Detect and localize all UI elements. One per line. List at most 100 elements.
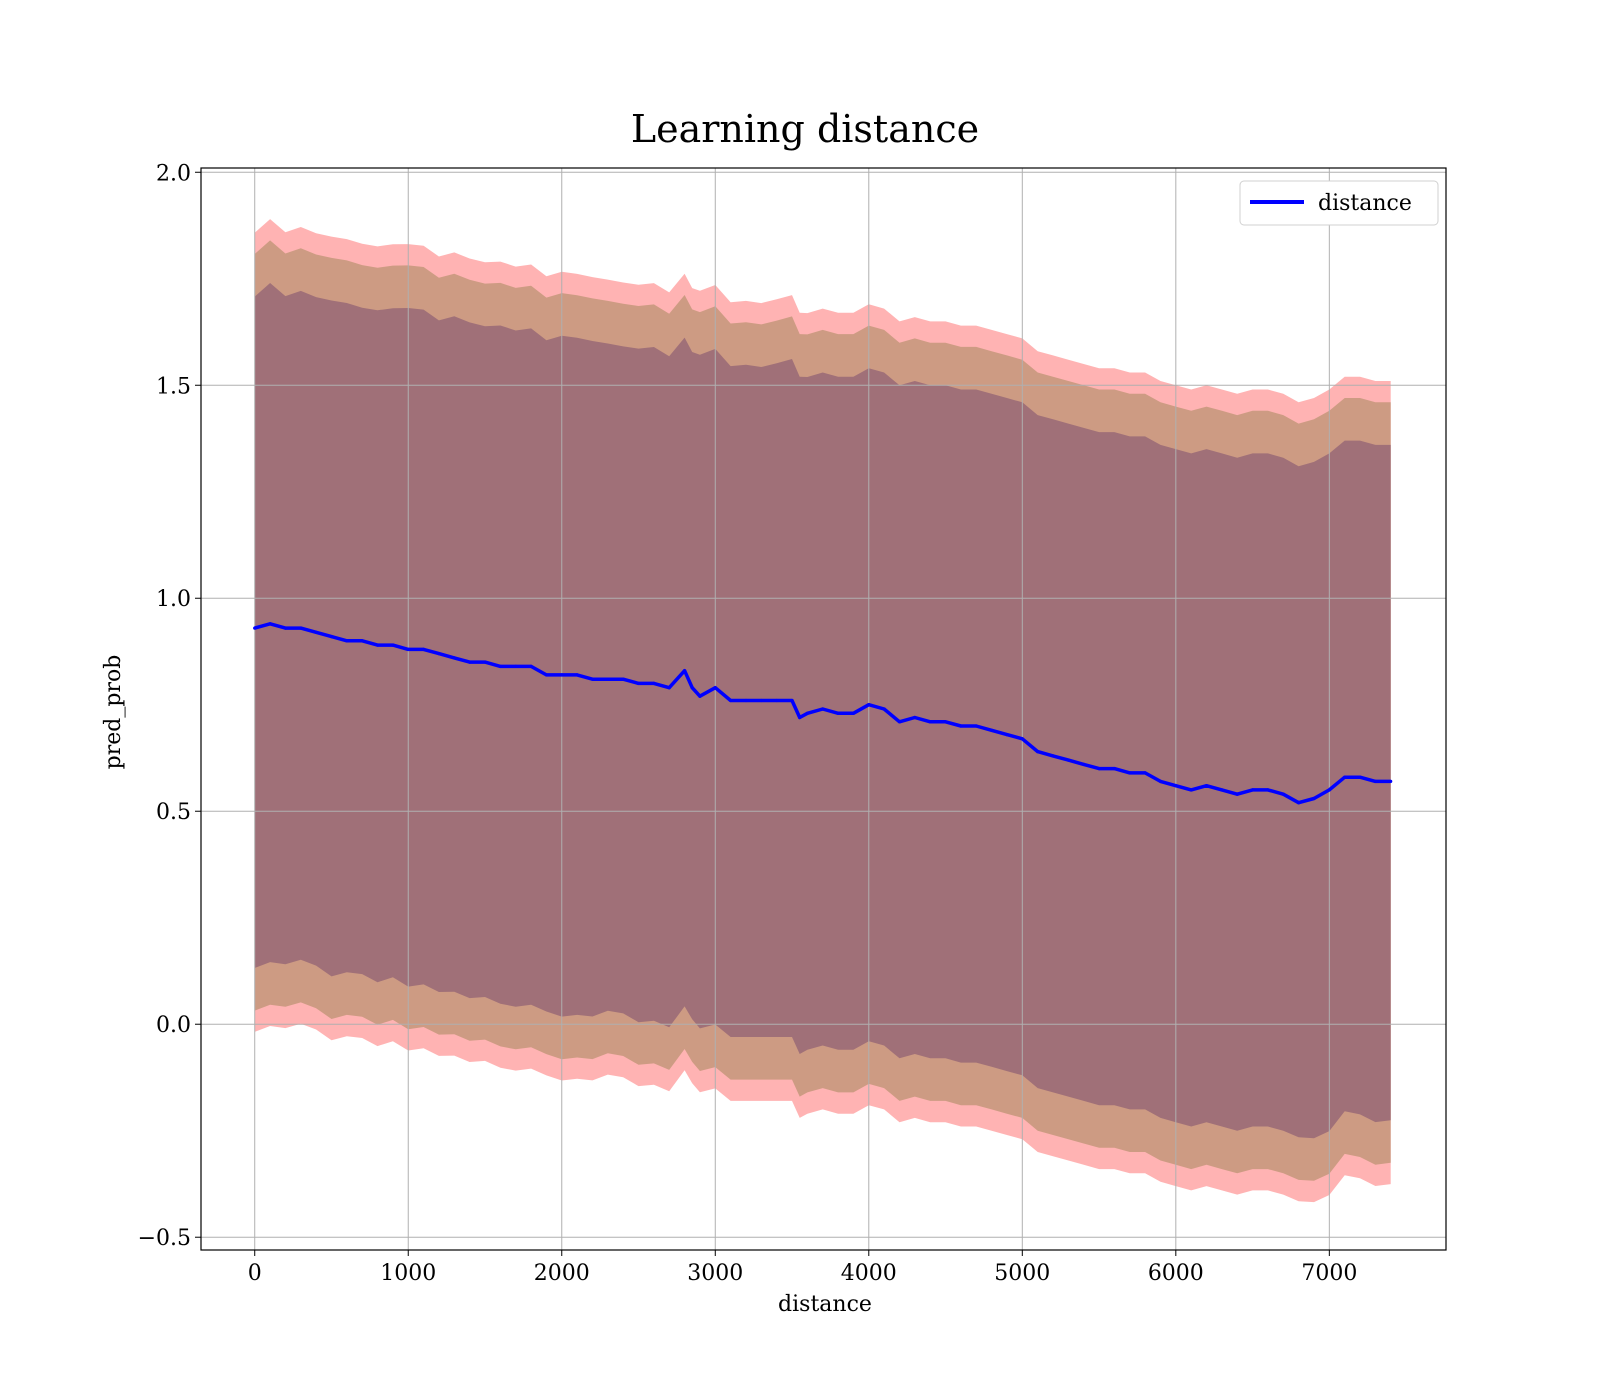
data-point <box>1082 762 1086 767</box>
data-point <box>575 673 579 677</box>
data-point <box>1174 784 1178 788</box>
data-point <box>897 720 902 724</box>
x-tick-label: 6000 <box>1148 1261 1204 1286</box>
data-point <box>729 698 733 703</box>
y-tick-label: 0.0 <box>156 1013 191 1038</box>
data-point <box>851 711 856 715</box>
data-point <box>314 630 318 634</box>
data-point <box>882 707 886 711</box>
x-axis-ticks: 0 1000 2000 3000 4000 5000 6000 7000 <box>248 1250 1357 1286</box>
data-point <box>759 698 763 703</box>
data-point <box>621 677 625 681</box>
data-point <box>483 660 487 664</box>
data-point <box>744 698 748 703</box>
data-point <box>514 664 518 669</box>
data-point <box>1020 737 1024 741</box>
data-point <box>1158 779 1163 784</box>
y-tick-label: 2.0 <box>156 161 191 186</box>
data-point <box>959 724 963 728</box>
data-point <box>1005 733 1009 737</box>
data-point <box>1251 788 1255 792</box>
data-point <box>974 724 978 728</box>
plot-frame <box>200 167 1447 1251</box>
data-point <box>299 626 303 630</box>
data-point <box>1373 779 1377 784</box>
y-tick-label: 1.0 <box>156 587 191 612</box>
data-point <box>1128 771 1132 775</box>
data-point <box>1297 801 1301 805</box>
data-point <box>1097 767 1101 771</box>
data-point <box>1327 788 1331 792</box>
y-axis-ticks: −0.5 0.0 0.5 1.0 1.5 2.0 <box>138 161 201 1251</box>
data-point <box>1220 788 1224 792</box>
x-tick-label: 1000 <box>380 1261 436 1286</box>
data-point <box>1189 788 1193 792</box>
data-point <box>652 681 656 686</box>
x-axis-title: distance <box>778 1292 872 1317</box>
series-lines <box>253 622 1393 805</box>
grid <box>201 168 1446 1250</box>
x-tick-label: 0 <box>248 1261 262 1286</box>
data-point <box>690 686 694 690</box>
data-point <box>498 664 502 669</box>
data-point <box>268 622 272 626</box>
data-point <box>560 673 564 677</box>
data-point <box>990 728 994 732</box>
data-point <box>391 643 395 647</box>
data-point <box>1281 792 1285 796</box>
data-point <box>437 652 441 656</box>
data-point <box>468 660 472 664</box>
data-point <box>913 715 917 720</box>
chart-title: Learning distance <box>631 107 979 151</box>
data-point <box>375 643 380 647</box>
data-point <box>667 686 671 690</box>
y-tick-label: 1.5 <box>156 374 191 399</box>
data-point <box>1036 750 1040 754</box>
x-tick-label: 2000 <box>534 1261 590 1286</box>
data-point <box>943 720 948 724</box>
data-point <box>1051 754 1055 758</box>
data-point <box>345 639 349 643</box>
data-point <box>283 626 287 630</box>
data-point <box>1235 792 1239 796</box>
data-point <box>1312 796 1316 801</box>
data-point <box>529 664 533 669</box>
data-point <box>821 707 825 711</box>
data-point <box>1112 767 1116 771</box>
data-point <box>590 677 595 681</box>
y-tick-label: 0.5 <box>156 800 191 825</box>
data-point <box>422 647 426 652</box>
data-point <box>928 720 932 724</box>
data-point <box>1066 758 1070 762</box>
data-point <box>606 677 610 681</box>
data-point <box>790 698 794 703</box>
data-point <box>1266 788 1270 792</box>
data-point <box>360 639 364 643</box>
data-point <box>713 686 717 690</box>
data-point <box>683 669 687 673</box>
data-point <box>836 711 840 715</box>
data-point <box>798 715 802 720</box>
data-point <box>544 673 549 677</box>
data-point <box>329 635 334 639</box>
y-tick-label: −0.5 <box>138 1226 191 1251</box>
plot-area <box>201 168 1446 1250</box>
x-tick-label: 3000 <box>687 1261 743 1286</box>
x-tick-label: 5000 <box>994 1261 1050 1286</box>
data-point <box>867 703 871 707</box>
legend-box <box>1239 180 1439 226</box>
y-axis-title: pred_prob <box>101 655 126 770</box>
data-point <box>253 626 257 630</box>
data-point <box>1343 775 1347 779</box>
data-point <box>1389 779 1393 784</box>
data-point <box>636 681 641 686</box>
x-tick-label: 4000 <box>841 1261 897 1286</box>
data-point <box>406 647 410 652</box>
data-point <box>1143 771 1147 775</box>
data-point <box>1358 775 1362 779</box>
data-point <box>452 656 456 660</box>
data-point <box>775 698 779 703</box>
data-point <box>1204 784 1209 788</box>
data-point <box>698 694 702 698</box>
legend: distance <box>1239 180 1439 226</box>
